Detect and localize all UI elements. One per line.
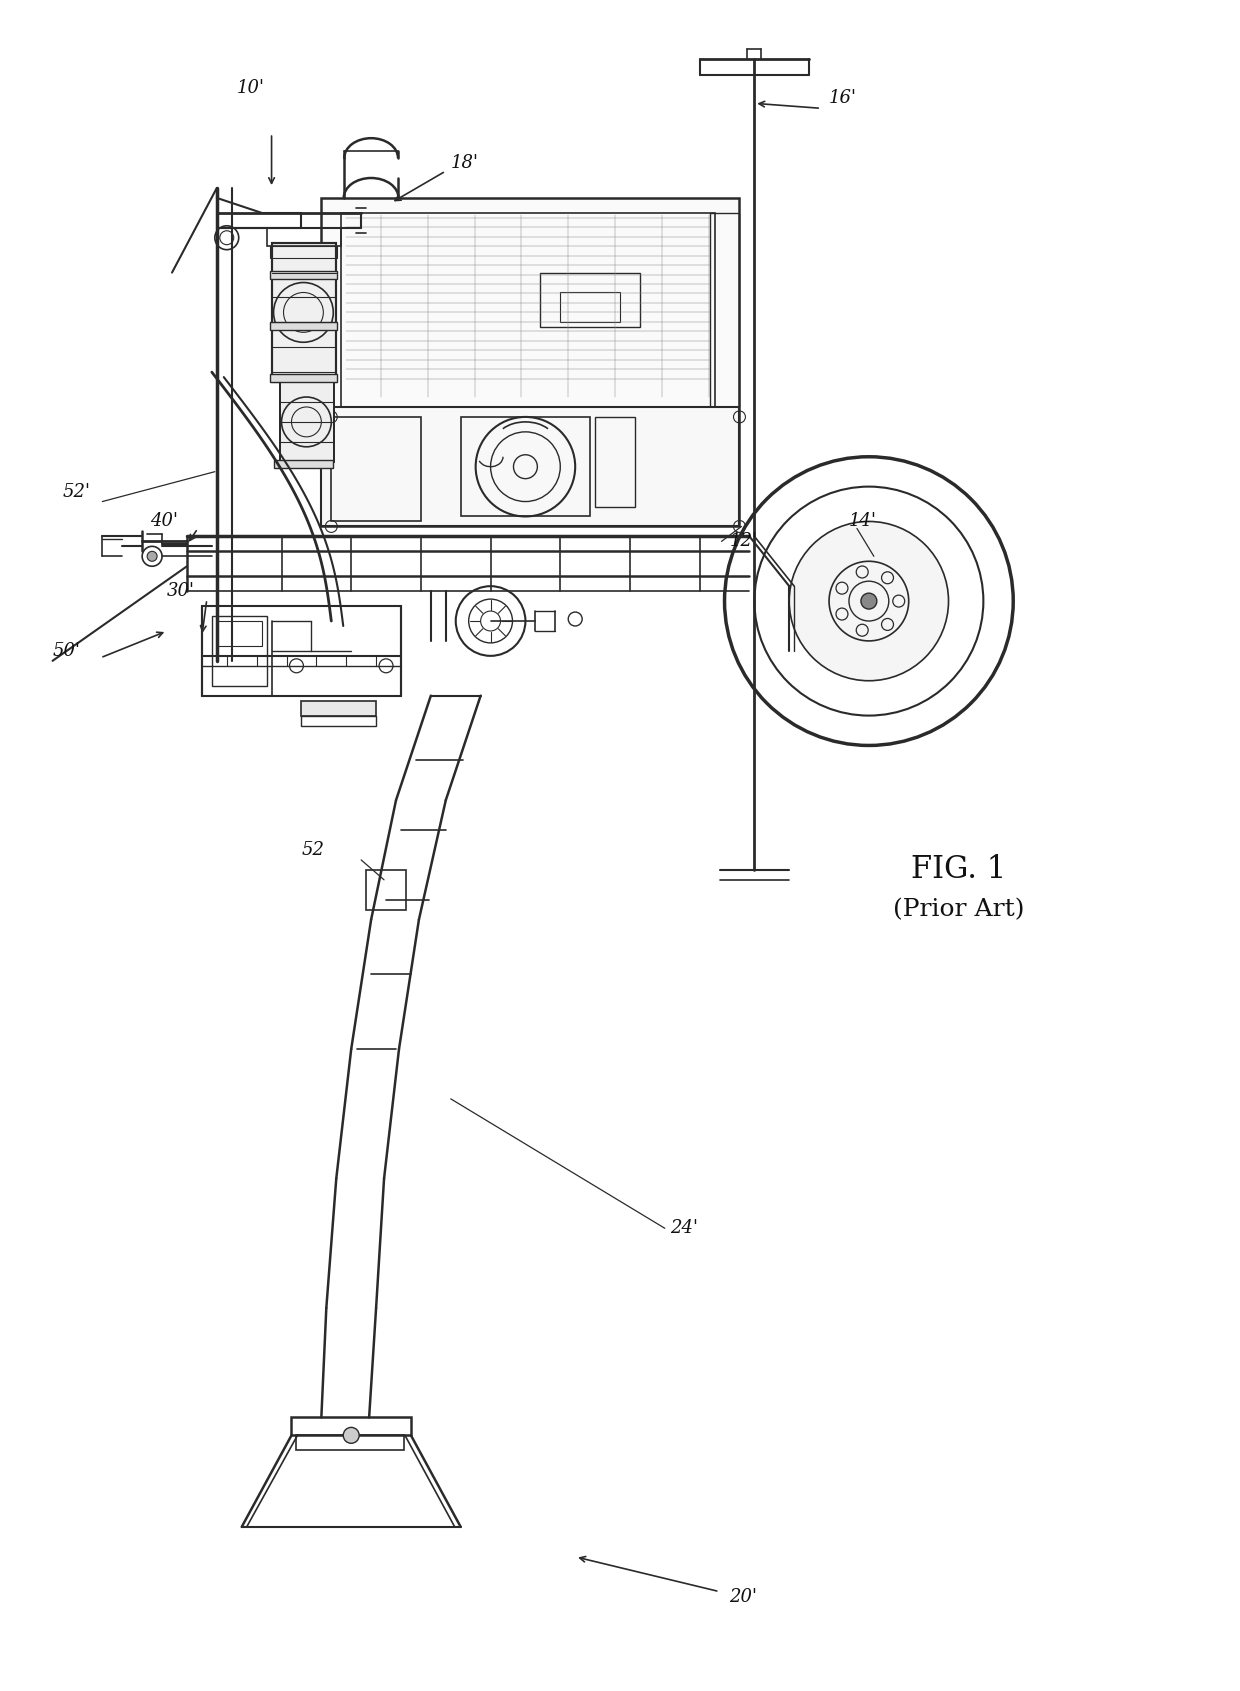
Text: (Prior Art): (Prior Art) <box>893 898 1024 922</box>
Bar <box>279 382 335 462</box>
Bar <box>217 621 262 646</box>
Circle shape <box>861 594 877 609</box>
Bar <box>274 460 334 468</box>
Text: 24': 24' <box>670 1219 698 1238</box>
Text: FIG. 1: FIG. 1 <box>911 854 1006 886</box>
Bar <box>269 374 337 382</box>
Bar <box>291 1417 410 1436</box>
Text: 40': 40' <box>150 512 179 531</box>
Text: 10': 10' <box>237 79 264 98</box>
Bar <box>331 418 420 521</box>
Circle shape <box>789 521 949 681</box>
Text: 18': 18' <box>451 154 479 172</box>
Bar <box>296 1436 404 1451</box>
Text: 50': 50' <box>52 643 81 659</box>
Text: 14': 14' <box>849 512 877 531</box>
Text: 12': 12' <box>729 533 758 550</box>
Bar <box>269 271 337 279</box>
Bar <box>212 616 267 687</box>
Bar <box>595 418 635 507</box>
Bar <box>272 244 336 382</box>
Bar <box>321 198 739 526</box>
Bar <box>709 213 739 408</box>
Circle shape <box>343 1427 360 1444</box>
Bar <box>541 272 640 328</box>
Bar <box>301 700 376 715</box>
Bar <box>272 244 336 382</box>
Circle shape <box>148 551 157 561</box>
Bar <box>267 228 341 245</box>
Bar <box>269 245 337 257</box>
Bar <box>301 715 376 725</box>
Bar <box>269 323 337 330</box>
Text: 30': 30' <box>167 582 195 600</box>
Bar <box>321 408 739 526</box>
Text: 16': 16' <box>830 90 857 107</box>
Text: 52: 52 <box>301 840 325 859</box>
Bar <box>341 213 714 408</box>
Text: 20': 20' <box>729 1588 758 1606</box>
Bar <box>279 382 335 462</box>
Bar <box>366 869 405 910</box>
Bar <box>202 605 401 695</box>
Bar <box>560 293 620 323</box>
Text: 52': 52' <box>62 482 91 501</box>
Bar <box>461 418 590 516</box>
